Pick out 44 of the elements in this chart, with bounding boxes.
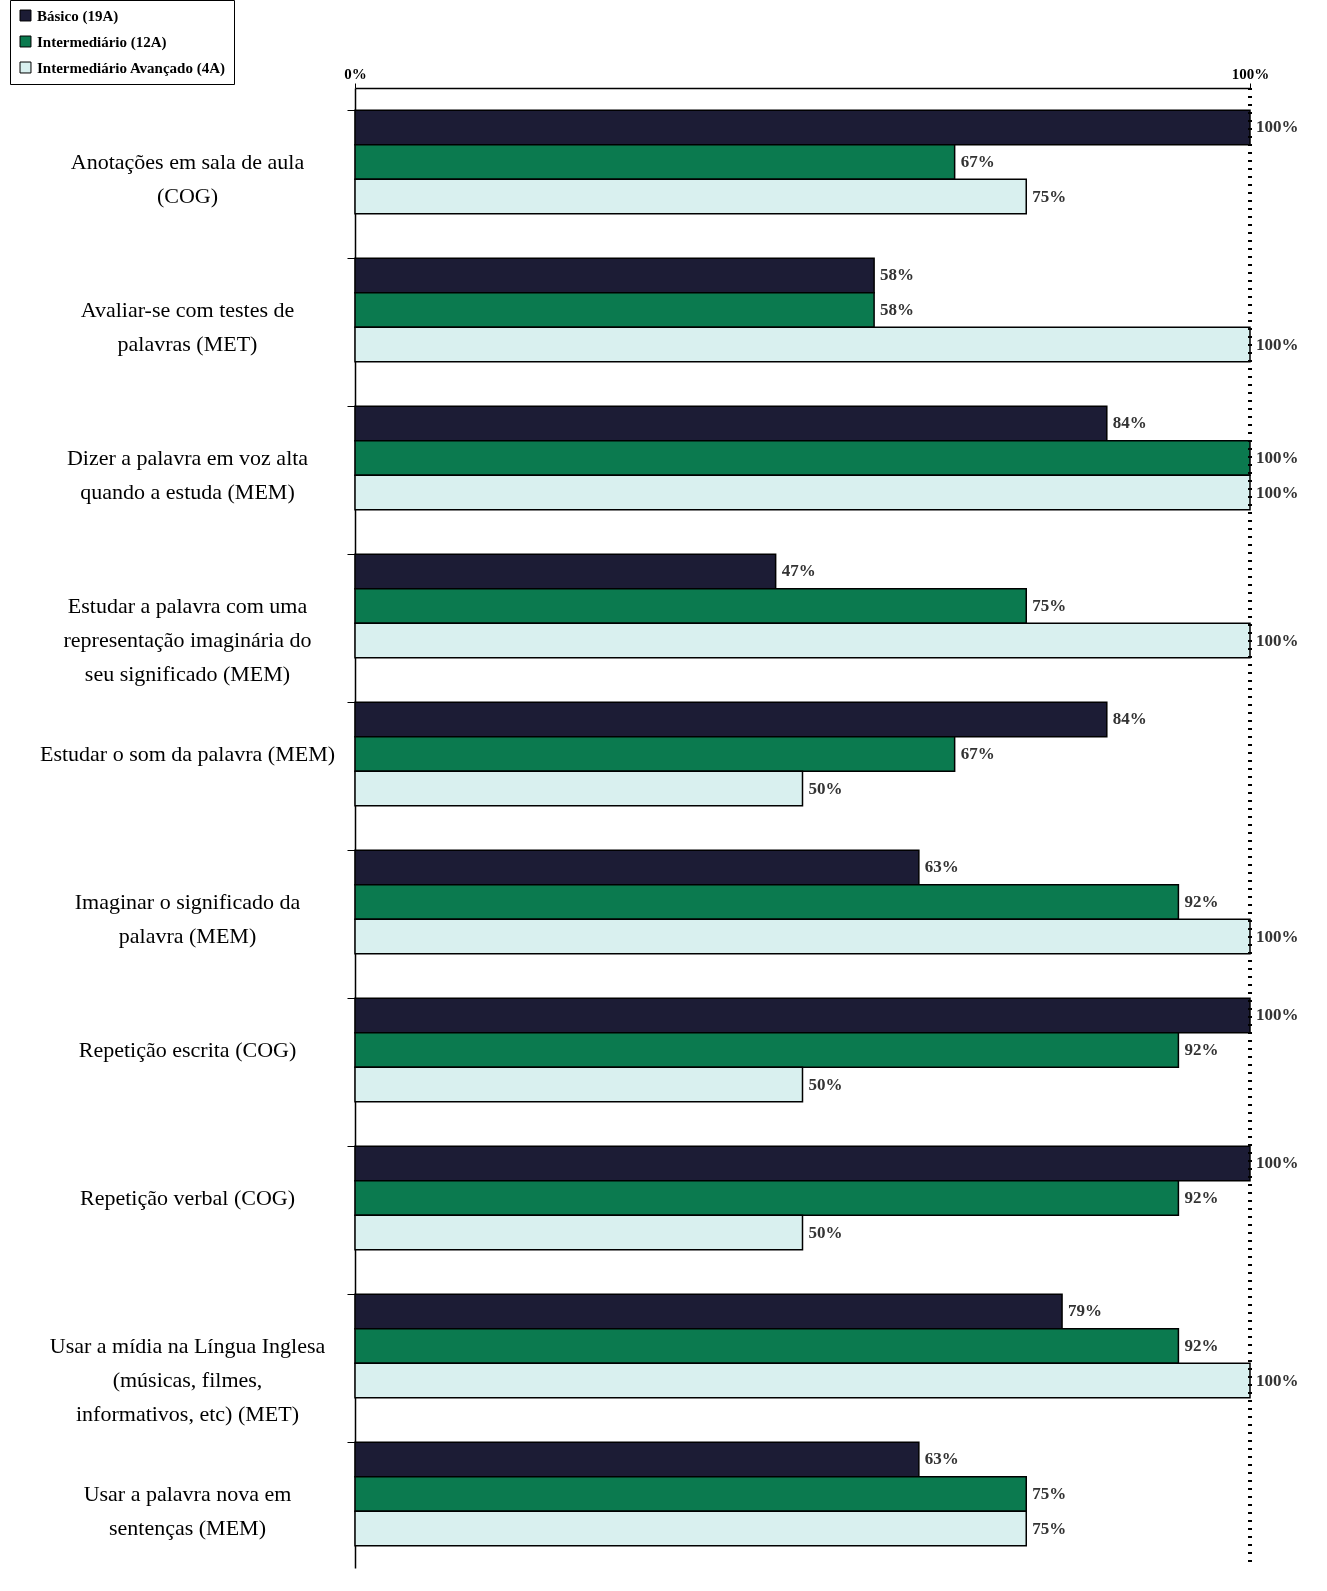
data-label: 84%: [1112, 413, 1147, 433]
x-tick-label: 0%: [344, 65, 367, 82]
data-label: 100%: [1256, 926, 1299, 946]
legend-label: Intermediário Avançado (4A): [37, 59, 226, 77]
y-tick-label: Dizer a palavra em voz alta quando a estuda (MEM): [66, 445, 309, 504]
y-tick-label: Avaliar-se com testes de palavras (MET): [80, 297, 295, 356]
y-tick-label: Usar a mídia na Língua Inglesa (músicas, filmes, informativos, etc) (MET): [49, 1333, 326, 1426]
data-label: 100%: [1256, 630, 1299, 650]
data-label: 67%: [960, 152, 995, 171]
data-label: 63%: [924, 1449, 959, 1469]
data-label: 67%: [960, 744, 995, 763]
legend-label: Intermediário (12A): [37, 33, 167, 51]
data-label: 50%: [808, 778, 843, 798]
y-tick-label: Anotações em sala de aula (COG): [70, 149, 305, 208]
data-label: 79%: [1068, 1301, 1103, 1321]
data-label: 63%: [924, 857, 959, 877]
data-label: 50%: [808, 1222, 843, 1242]
data-label: 92%: [1184, 1188, 1219, 1207]
data-label: 100%: [1256, 334, 1299, 354]
data-label: 92%: [1184, 1040, 1219, 1059]
data-label: 75%: [1032, 1484, 1067, 1503]
y-tick-label: Usar a palavra nova em sentenças (MEM): [83, 1481, 292, 1540]
data-label: 58%: [880, 300, 915, 319]
data-label: 100%: [1256, 1005, 1299, 1025]
data-label: 92%: [1184, 1336, 1219, 1355]
data-label: 50%: [808, 1074, 843, 1094]
y-tick-label: Estudar a palavra com uma representação imaginária do seu significado (MEM): [63, 593, 312, 686]
y-tick-label: Repetição escrita (COG): [78, 1037, 297, 1062]
data-label: 100%: [1256, 482, 1299, 502]
data-label: 100%: [1256, 448, 1299, 467]
data-label: 100%: [1256, 117, 1299, 137]
data-label: 47%: [781, 561, 816, 581]
data-label: 58%: [880, 265, 915, 285]
y-tick-label: Repetição verbal (COG): [79, 1185, 296, 1210]
y-tick-label: Imaginar o significado da palavra (MEM): [74, 889, 301, 948]
y-tick-label: Estudar o som da palavra (MEM): [39, 741, 336, 766]
legend-label: Básico (19A): [37, 7, 119, 25]
data-label: 100%: [1256, 1153, 1299, 1173]
data-label: 75%: [1032, 596, 1067, 615]
data-label: 84%: [1112, 709, 1147, 729]
data-label: 100%: [1256, 1370, 1299, 1390]
data-label: 75%: [1032, 186, 1067, 206]
data-label: 75%: [1032, 1518, 1067, 1538]
data-label: 92%: [1184, 892, 1219, 911]
